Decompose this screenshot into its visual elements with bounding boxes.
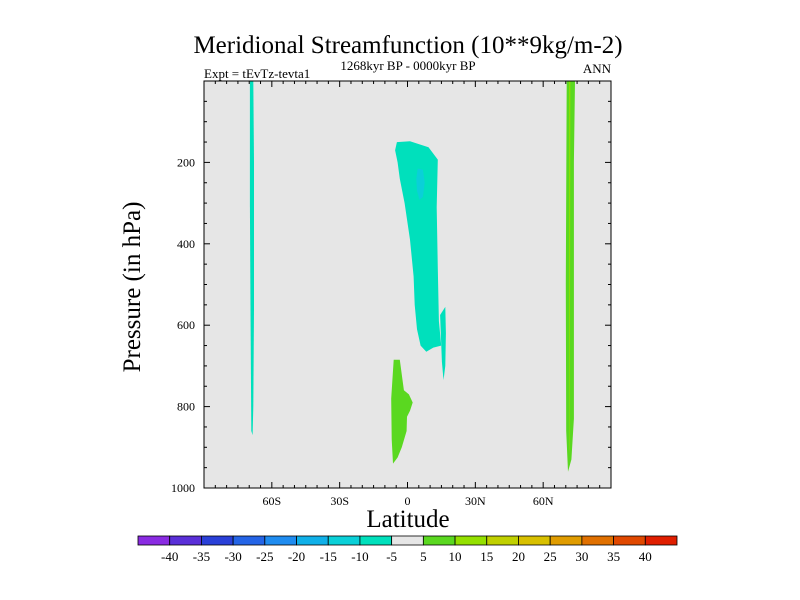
region-tropical-upper-core bbox=[416, 168, 425, 200]
colorbar-label: -30 bbox=[224, 549, 241, 564]
axis-ticks bbox=[203, 80, 612, 489]
x-axis-label: Latitude bbox=[366, 506, 449, 533]
chart-subtitle-right: ANN bbox=[583, 61, 612, 76]
colorbar-label: 35 bbox=[607, 549, 620, 564]
colorbar-label: -35 bbox=[193, 549, 210, 564]
colorbar-label: 5 bbox=[420, 549, 427, 564]
colorbar-box bbox=[613, 535, 646, 546]
y-axis-label: Pressure (in hPa) bbox=[119, 202, 146, 373]
y-tick-label: 400 bbox=[177, 237, 195, 251]
colorbar-box bbox=[327, 535, 361, 546]
y-tick-label: 800 bbox=[177, 400, 195, 414]
colorbar-label: -25 bbox=[256, 549, 273, 564]
colorbar-label: -20 bbox=[288, 549, 305, 564]
colorbar-label: 25 bbox=[544, 549, 557, 564]
colorbar-label: 10 bbox=[449, 549, 462, 564]
colorbar-box bbox=[644, 535, 678, 546]
colorbar-box bbox=[549, 535, 583, 546]
y-tick-label: 1000 bbox=[171, 481, 195, 495]
region-southern-polar-strip bbox=[249, 81, 254, 436]
chart-subtitle-left: Expt = tEvTz-tevta1 bbox=[204, 66, 310, 81]
x-tick-label: 60N bbox=[533, 494, 554, 508]
x-tick-label: 0 bbox=[405, 494, 411, 508]
colorbar-box bbox=[454, 535, 488, 546]
colorbar-box bbox=[518, 535, 551, 546]
y-tick-labels: 200 400 600 800 1000 bbox=[171, 155, 195, 495]
region-tropical-lower-cell bbox=[391, 359, 413, 464]
colorbar-label: -10 bbox=[351, 549, 368, 564]
colorbar-box bbox=[296, 535, 329, 546]
colorbar-box bbox=[232, 535, 266, 546]
contour-regions bbox=[249, 81, 575, 472]
colorbar-box bbox=[422, 535, 456, 546]
colorbar-box bbox=[264, 535, 297, 546]
chart-title: Meridional Streamfunction (10**9kg/m-2) bbox=[193, 32, 622, 59]
x-tick-label: 30N bbox=[465, 494, 486, 508]
colorbar bbox=[137, 535, 678, 546]
y-tick-label: 200 bbox=[177, 155, 195, 169]
x-tick-labels: 60S 30S 0 30N 60N bbox=[262, 494, 553, 508]
region-tropical-upper-cell bbox=[395, 141, 442, 352]
colorbar-label: 15 bbox=[480, 549, 493, 564]
colorbar-label: -40 bbox=[161, 549, 178, 564]
colorbar-labels: -40 -35 -30 -25 -20 -15 -10 -5 5 10 15 20 25 30 35 40 bbox=[161, 549, 652, 564]
colorbar-label: 40 bbox=[639, 549, 652, 564]
colorbar-box bbox=[486, 535, 519, 546]
colorbar-box bbox=[581, 535, 614, 546]
x-tick-label: 60S bbox=[262, 494, 281, 508]
region-northern-polar-strip bbox=[565, 81, 575, 472]
chart-subtitle-center: 1268kyr BP - 0000kyr BP bbox=[340, 58, 475, 73]
colorbar-box bbox=[201, 535, 234, 546]
colorbar-box bbox=[391, 535, 424, 546]
y-tick-label: 600 bbox=[177, 318, 195, 332]
colorbar-box bbox=[169, 535, 202, 546]
region-northern-polar-core bbox=[569, 81, 571, 456]
colorbar-label: 30 bbox=[575, 549, 588, 564]
colorbar-label: 20 bbox=[512, 549, 525, 564]
colorbar-label: -15 bbox=[320, 549, 337, 564]
x-tick-label: 30S bbox=[330, 494, 349, 508]
region-tropical-side-branch bbox=[440, 306, 446, 381]
colorbar-box bbox=[137, 535, 171, 546]
colorbar-label: -5 bbox=[386, 549, 397, 564]
colorbar-box bbox=[359, 535, 393, 546]
